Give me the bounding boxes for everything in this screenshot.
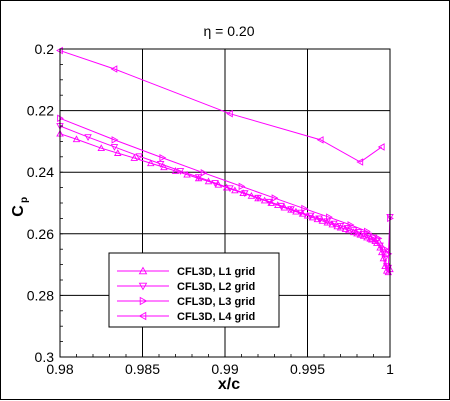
data-point bbox=[373, 237, 381, 245]
data-point bbox=[265, 198, 274, 206]
data-point bbox=[323, 218, 332, 226]
y-tick-label: 0.22 bbox=[27, 103, 54, 119]
data-point bbox=[354, 229, 363, 236]
legend: CFL3D, L1 grid CFL3D, L2 grid CFL3D, L3 gr… bbox=[108, 252, 280, 328]
data-point bbox=[113, 149, 122, 156]
data-point bbox=[110, 65, 118, 73]
data-point bbox=[226, 109, 233, 118]
data-point bbox=[364, 227, 371, 236]
data-point bbox=[376, 242, 384, 250]
data-point bbox=[349, 228, 358, 236]
data-point bbox=[301, 204, 309, 213]
x-tick-label: 1 bbox=[386, 361, 394, 377]
data-point bbox=[379, 249, 388, 257]
data-point bbox=[135, 153, 143, 161]
data-point bbox=[72, 135, 81, 143]
data-point bbox=[353, 229, 361, 237]
legend-marker bbox=[138, 282, 148, 291]
data-point bbox=[364, 232, 373, 240]
x-tick-label: 0.985 bbox=[125, 361, 160, 377]
data-point bbox=[160, 163, 168, 171]
data-point bbox=[194, 174, 203, 182]
x-tick-label: 0.99 bbox=[211, 361, 238, 377]
data-point bbox=[226, 185, 234, 193]
data-point bbox=[238, 182, 246, 191]
series-3 bbox=[57, 114, 394, 258]
data-point bbox=[347, 221, 355, 229]
data-point bbox=[375, 234, 383, 243]
chart-title: η = 0.20 bbox=[204, 23, 255, 39]
data-point bbox=[146, 159, 155, 167]
data-point bbox=[211, 180, 219, 187]
y-tick-label: 0.28 bbox=[27, 287, 54, 303]
y-axis-title: C p bbox=[10, 197, 30, 217]
data-point bbox=[307, 212, 315, 220]
legend-marker bbox=[139, 296, 148, 306]
data-point bbox=[84, 134, 92, 142]
data-point bbox=[341, 225, 350, 233]
data-point bbox=[343, 225, 351, 232]
data-point bbox=[336, 223, 345, 231]
legend-label: CFL3D, L2 grid bbox=[177, 281, 255, 293]
data-point bbox=[200, 169, 208, 177]
y-axis-title-main: C bbox=[10, 205, 27, 217]
data-point bbox=[241, 190, 249, 198]
data-point bbox=[183, 170, 191, 178]
data-point bbox=[111, 136, 119, 144]
data-point bbox=[110, 144, 119, 151]
legend-label: CFL3D, L1 grid bbox=[177, 266, 255, 278]
legend-marker bbox=[138, 266, 148, 275]
data-point bbox=[171, 167, 180, 174]
data-point bbox=[356, 158, 364, 166]
x-tick-label: 0.98 bbox=[46, 361, 73, 377]
legend-box bbox=[108, 252, 280, 328]
data-point bbox=[271, 194, 279, 202]
series-line bbox=[59, 125, 391, 269]
legend-label: CFL3D, L3 grid bbox=[177, 296, 255, 308]
data-point bbox=[159, 153, 167, 162]
y-axis-title-subscript: p bbox=[19, 197, 30, 203]
data-point bbox=[97, 144, 106, 152]
data-point bbox=[254, 194, 262, 202]
data-point bbox=[313, 215, 322, 223]
data-point bbox=[277, 202, 285, 210]
data-point bbox=[349, 227, 358, 235]
y-tick-label: 0.3 bbox=[35, 349, 55, 365]
data-point bbox=[156, 161, 165, 168]
x-axis-title: x/c bbox=[218, 376, 240, 393]
data-point bbox=[297, 209, 305, 217]
data-point bbox=[381, 255, 389, 263]
data-point bbox=[359, 232, 368, 239]
data-point bbox=[328, 220, 337, 228]
data-point bbox=[326, 213, 333, 221]
data-point bbox=[176, 168, 185, 175]
y-tick-label: 0.26 bbox=[27, 226, 54, 242]
legend-label: CFL3D, L4 grid bbox=[177, 311, 255, 323]
x-tick-label: 0.995 bbox=[290, 361, 325, 377]
data-point bbox=[382, 245, 389, 253]
data-point bbox=[318, 216, 327, 224]
data-point bbox=[315, 215, 323, 223]
data-point bbox=[385, 250, 393, 258]
data-point bbox=[316, 136, 324, 144]
series-4 bbox=[56, 46, 385, 166]
tick-layer: 0.98 0.985 0.99 0.995 1 0.2 0.22 0.24 0.26 0.28 0.… bbox=[27, 41, 394, 377]
data-point bbox=[130, 154, 139, 161]
legend-marker bbox=[138, 311, 147, 321]
y-tick-label: 0.24 bbox=[27, 164, 54, 180]
y-tick-label: 0.2 bbox=[35, 41, 55, 57]
data-point bbox=[287, 206, 295, 214]
data-point bbox=[377, 143, 385, 151]
series-line bbox=[59, 50, 383, 163]
data-point bbox=[336, 222, 345, 230]
data-point bbox=[323, 218, 332, 226]
data-point bbox=[363, 233, 371, 241]
data-point bbox=[382, 263, 391, 271]
data-point bbox=[330, 220, 338, 228]
